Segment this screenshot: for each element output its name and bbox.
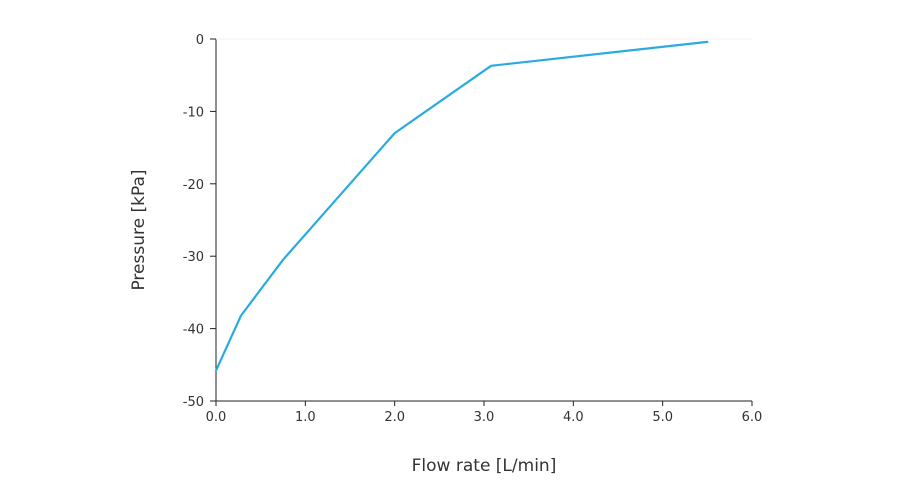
y-tick-label: -10: [183, 105, 204, 120]
x-tick-label: 6.0: [742, 410, 763, 425]
series-layer: [214, 40, 709, 372]
series-line: [214, 40, 709, 372]
y-axis-title: Pressure [kPa]: [129, 169, 149, 290]
x-tick-label: 2.0: [384, 410, 405, 425]
y-tick-label: -30: [183, 250, 204, 265]
x-axis-title: Flow rate [L/min]: [412, 456, 557, 476]
axes: [215, 38, 752, 402]
x-ticks: 0.0 1.0 2.0 3.0 4.0 5.0 6.0: [206, 401, 763, 425]
x-tick-label: 1.0: [295, 410, 316, 425]
x-tick-label: 4.0: [563, 410, 584, 425]
x-tick-label: 3.0: [474, 410, 495, 425]
x-tick-label: 0.0: [206, 410, 227, 425]
x-tick-label: 5.0: [652, 410, 673, 425]
y-tick-label: -50: [183, 395, 204, 410]
y-ticks: 0 -10 -20 -30 -40 -50: [183, 33, 216, 410]
y-tick-label: -40: [183, 323, 204, 338]
y-tick-label: 0: [196, 33, 204, 48]
y-tick-label: -20: [183, 178, 204, 193]
